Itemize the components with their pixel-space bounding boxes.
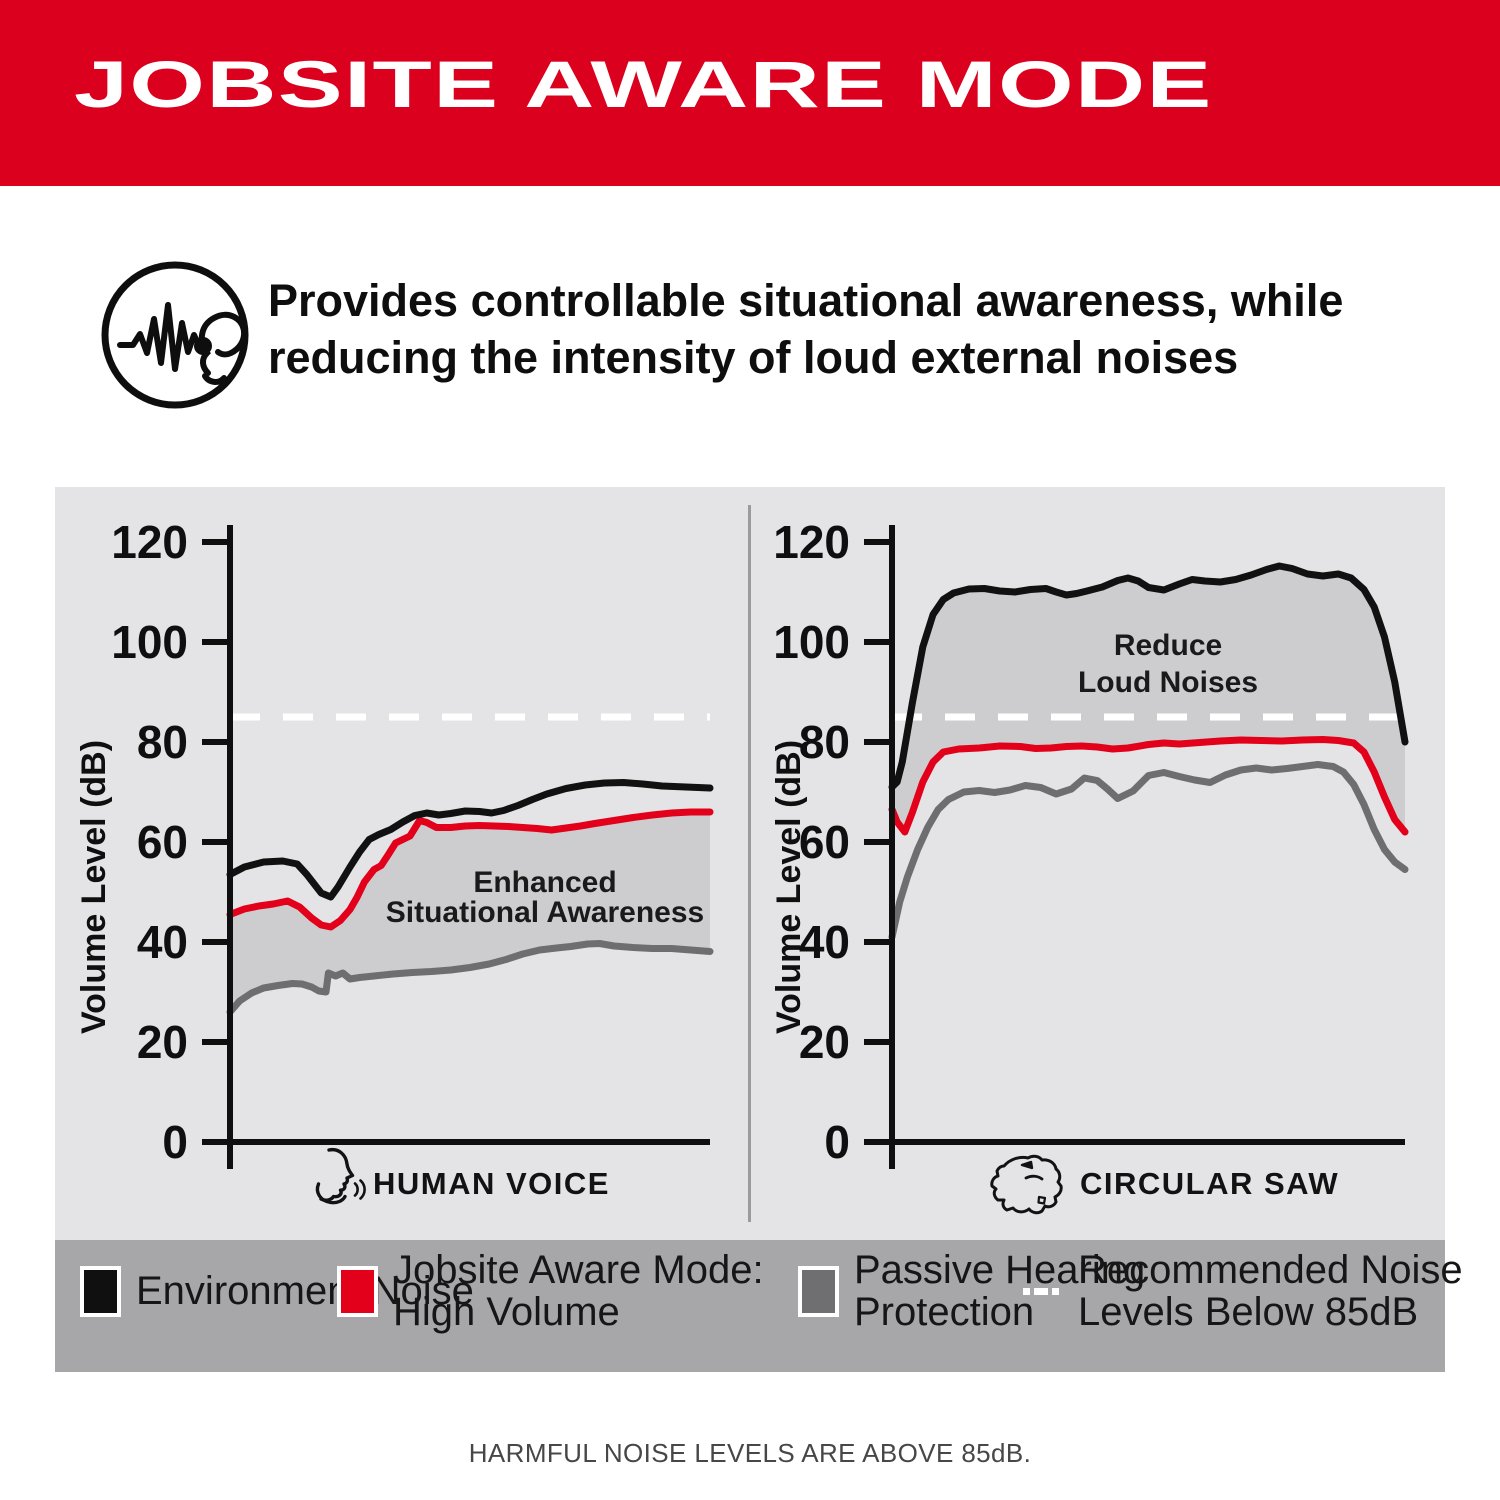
ear-waveform-icon — [101, 261, 249, 409]
y-tick-label: 120 — [111, 516, 188, 568]
intro-line-2: reducing the intensity of loud external … — [268, 332, 1239, 383]
y-tick-label: 60 — [799, 816, 850, 868]
y-tick-label: 100 — [111, 616, 188, 668]
legend-label: Passive Hearing Protection — [854, 1248, 1146, 1334]
black-square-swatch — [80, 1265, 121, 1317]
y-tick-label: 20 — [799, 1016, 850, 1068]
circular-saw-chart: 0 20 40 60 80 100 120 Volume Level (dB) Reduce Lo… — [770, 516, 1409, 1215]
legend-label: Jobsite Aware Mode: High Volume — [393, 1248, 764, 1334]
y-tick-label: 0 — [162, 1116, 188, 1168]
y-tick-label: 100 — [773, 616, 850, 668]
intro-line-1: Provides controllable situational awaren… — [268, 275, 1344, 326]
chart-panel: 0 20 40 60 80 100 120 Volume Level (dB) Enhanced… — [55, 487, 1445, 1240]
chart-annotation: Enhanced — [473, 866, 616, 899]
y-axis-label: Volume Level (dB) — [770, 740, 808, 1034]
shaded-area — [892, 566, 1405, 832]
footer-disclaimer: HARMFUL NOISE LEVELS ARE ABOVE 85dB. — [468, 1438, 1032, 1468]
legend-item-jobsite-aware-mode: Jobsite Aware Mode: High Volume — [337, 1249, 764, 1333]
y-tick-label: 40 — [799, 916, 850, 968]
chart-divider — [748, 505, 751, 1222]
page-title: JOBSITE AWARE MODE — [74, 47, 1213, 121]
series-line — [226, 779, 714, 901]
header-banner: JOBSITE AWARE MODE — [0, 0, 1500, 186]
legend-label: Environment Noise — [136, 1269, 474, 1313]
speaking-face-icon — [315, 1147, 366, 1205]
legend-item-passive-hearing-protection: Passive Hearing Protection — [798, 1249, 1145, 1333]
y-tick-label: 80 — [137, 716, 188, 768]
legend-label: Recommended Noise Levels Below 85dB — [1078, 1248, 1463, 1334]
y-tick-label: 0 — [824, 1116, 850, 1168]
legend-item-recommended-noise-level: Recommended Noise Levels Below 85dB — [1023, 1249, 1463, 1333]
series-line — [888, 761, 1409, 941]
intro-description: Provides controllable situational awaren… — [268, 272, 1343, 386]
circular-saw-icon — [990, 1154, 1063, 1215]
chart-annotation: Situational Awareness — [386, 896, 704, 929]
legend-bar: Environment Noise Jobsite Aware Mode: Hi… — [55, 1240, 1463, 1372]
white-dashed-line-swatch — [1023, 1270, 1063, 1313]
shaded-area — [230, 812, 710, 1012]
chart-annotation: Reduce — [1114, 629, 1222, 662]
legend-item-environment-noise: Environment Noise — [80, 1265, 474, 1317]
chart-annotation: Loud Noises — [1078, 666, 1258, 699]
gray-square-swatch — [798, 1265, 839, 1317]
y-tick-label: 120 — [773, 516, 850, 568]
human-voice-chart: 0 20 40 60 80 100 120 Volume Level (dB) Enhanced… — [75, 516, 714, 1205]
x-axis-caption: CIRCULAR SAW — [1080, 1166, 1339, 1201]
y-tick-label: 80 — [799, 716, 850, 768]
red-square-swatch — [337, 1265, 378, 1317]
series-line — [888, 736, 1409, 836]
y-tick-label: 40 — [137, 916, 188, 968]
y-tick-label: 60 — [137, 816, 188, 868]
series-line — [226, 940, 714, 1016]
x-axis-caption: HUMAN VOICE — [373, 1166, 610, 1201]
series-line — [888, 562, 1409, 791]
y-tick-label: 20 — [137, 1016, 188, 1068]
y-axis-label: Volume Level (dB) — [75, 740, 113, 1034]
series-line — [226, 808, 714, 931]
